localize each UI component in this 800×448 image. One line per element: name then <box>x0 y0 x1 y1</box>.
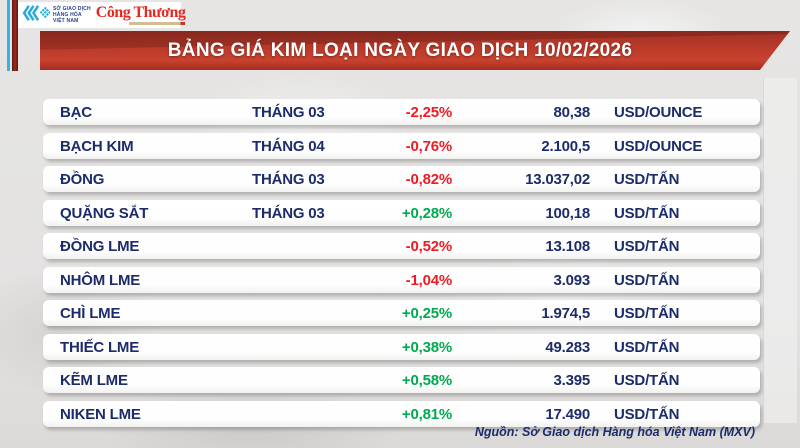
metal-name: QUẶNG SẮT <box>60 204 149 222</box>
title-banner: BẢNG GIÁ KIM LOẠI NGÀY GIAO DỊCH 10/02/2… <box>40 31 790 70</box>
metal-name: ĐỒNG LME <box>60 238 140 255</box>
change-percent: +0,38% <box>401 338 452 356</box>
metal-name: ĐỒNG <box>60 171 105 188</box>
contract-month: THÁNG 03 <box>252 204 325 222</box>
metal-name: NHÔM LME <box>60 271 141 289</box>
change-percent: +0,25% <box>401 305 452 322</box>
metal-name: BẠC <box>60 104 92 121</box>
change-percent: -0,76% <box>405 137 453 155</box>
price-unit: USD/TẤN <box>614 204 680 222</box>
metal-price-row: BẠC THÁNG 03 -2,25% 80,38 USD/OUNCE <box>43 99 760 125</box>
price-value: 80,38 <box>553 104 590 121</box>
mxv-org-line: VIỆT NAM <box>53 18 79 24</box>
contract-month: THÁNG 03 <box>252 171 325 188</box>
price-unit: USD/TẤN <box>614 372 680 389</box>
mxv-logo-icon <box>22 3 52 28</box>
price-value: 17.490 <box>545 405 590 423</box>
metal-price-row: BẠCH KIM THÁNG 04 -0,76% 2.100,5 USD/OUN… <box>43 132 760 159</box>
metal-name: BẠCH KIM <box>60 137 134 155</box>
metal-price-row: NHÔM LME -1,04% 3.093 USD/TẤN <box>43 266 760 293</box>
price-value: 3.395 <box>553 372 590 389</box>
price-unit: USD/TẤN <box>614 405 680 423</box>
metal-name: THIẾC LME <box>60 338 140 356</box>
source-note: Nguồn: Sở Giao dịch Hàng hóa Việt Nam (M… <box>474 425 755 439</box>
mxv-org-name: SỞ GIAO DỊCH HÀNG HÓA VIỆT NAM <box>53 6 91 24</box>
price-value: 49.283 <box>545 338 590 356</box>
price-value: 100,18 <box>545 204 590 222</box>
price-value: 13.108 <box>545 238 590 255</box>
change-percent: +0,81% <box>401 405 452 423</box>
right-background-band <box>763 78 797 423</box>
metal-name: CHÌ LME <box>60 305 121 322</box>
price-value: 3.093 <box>553 271 590 289</box>
change-percent: -0,82% <box>405 171 453 188</box>
contract-month: THÁNG 04 <box>252 137 325 155</box>
mxv-org-line: SỞ GIAO DỊCH <box>53 6 91 12</box>
left-accent-blue-stripe <box>7 0 10 71</box>
cong-thuong-tagline-strip <box>129 22 186 25</box>
price-unit: USD/TẤN <box>614 171 680 188</box>
change-percent: -1,04% <box>405 271 453 289</box>
mxv-org-line: HÀNG HÓA <box>53 12 82 18</box>
price-unit: USD/TẤN <box>614 238 680 255</box>
metal-price-row: KẼM LME +0,58% 3.395 USD/TẤN <box>43 367 760 393</box>
metal-price-row: QUẶNG SẮT THÁNG 03 +0,28% 100,18 USD/TẤN <box>43 199 760 226</box>
change-percent: +0,28% <box>401 204 452 222</box>
price-unit: USD/TẤN <box>614 305 680 322</box>
metal-name: NIKEN LME <box>60 405 141 423</box>
price-unit: USD/TẤN <box>614 338 680 356</box>
logo-band: SỞ GIAO DỊCH HÀNG HÓA VIỆT NAM Công Thươ… <box>18 2 186 28</box>
metal-price-row: CHÌ LME +0,25% 1.974,5 USD/TẤN <box>43 300 760 326</box>
change-percent: -2,25% <box>405 104 453 121</box>
metal-price-row: NIKEN LME +0,81% 17.490 USD/TẤN <box>43 400 760 427</box>
contract-month: THÁNG 03 <box>252 104 325 121</box>
price-value: 1.974,5 <box>541 305 590 322</box>
cong-thuong-wordmark: Công Thương <box>95 4 186 21</box>
price-value: 13.037,02 <box>525 171 590 188</box>
price-unit: USD/OUNCE <box>614 137 703 155</box>
price-value: 2.100,5 <box>541 137 590 155</box>
left-accent-maroon-stripe <box>12 0 18 71</box>
metal-price-row: ĐỒNG LME -0,52% 13.108 USD/TẤN <box>43 233 760 259</box>
metal-name: KẼM LME <box>60 372 128 389</box>
price-unit: USD/TẤN <box>614 271 680 289</box>
change-percent: +0,58% <box>401 372 452 389</box>
cong-thuong-logo: Công Thương <box>96 5 186 25</box>
metal-price-row: THIẾC LME +0,38% 49.283 USD/TẤN <box>43 333 760 360</box>
change-percent: -0,52% <box>405 238 453 255</box>
page-title: BẢNG GIÁ KIM LOẠI NGÀY GIAO DỊCH 10/02/2… <box>167 40 633 61</box>
metal-price-row: ĐỒNG THÁNG 03 -0,82% 13.037,02 USD/TẤN <box>43 166 760 192</box>
price-unit: USD/OUNCE <box>614 104 703 121</box>
